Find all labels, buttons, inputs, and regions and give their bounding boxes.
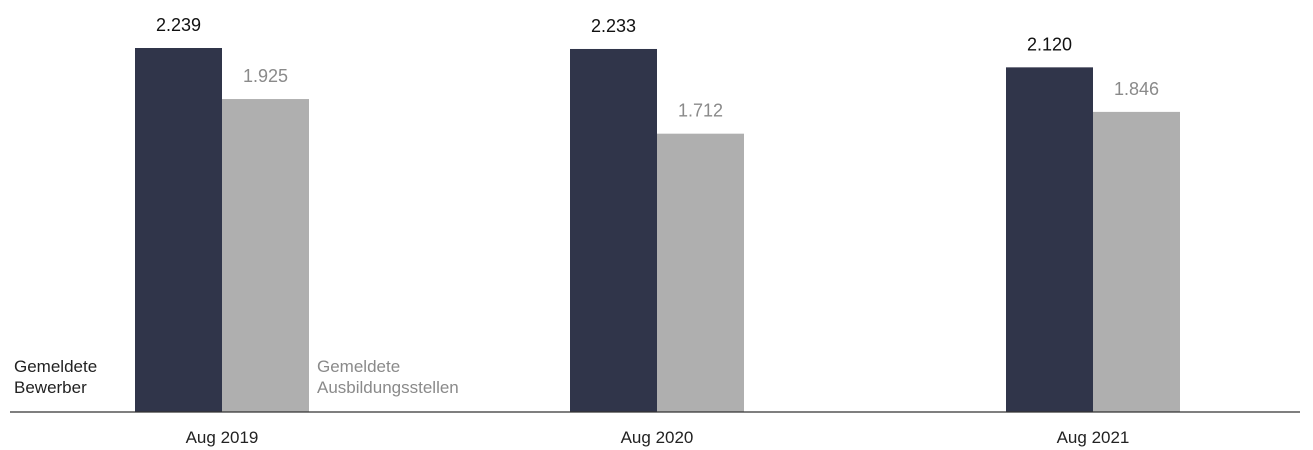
series-label-ausbildungsstellen-line-2: Ausbildungsstellen — [317, 378, 459, 397]
series-label-bewerber-line-1: Gemeldete — [14, 357, 98, 376]
series-label-bewerber-line-2: Bewerber — [14, 378, 87, 397]
x-axis-ticks-group: Aug 2019 Aug 2020 Aug 2021 — [186, 428, 1130, 447]
value-label-bewerber-aug-2021: 2.120 — [1027, 34, 1072, 54]
value-label-ausbildungsstellen-aug-2019: 1.925 — [243, 66, 288, 86]
bar-ausbildungsstellen-aug-2021 — [1093, 111, 1180, 412]
bar-bewerber-aug-2020 — [570, 48, 657, 413]
bar-ausbildungsstellen-aug-2019 — [222, 99, 309, 412]
bars-group — [135, 48, 1180, 413]
x-tick-aug-2021: Aug 2021 — [1057, 428, 1130, 447]
series-label-ausbildungsstellen: Gemeldete Ausbildungsstellen — [317, 356, 459, 398]
value-label-ausbildungsstellen-aug-2020: 1.712 — [678, 101, 723, 121]
bar-bewerber-aug-2019 — [135, 48, 222, 412]
value-label-bewerber-aug-2020: 2.233 — [591, 16, 636, 36]
value-label-bewerber-aug-2019: 2.239 — [156, 15, 201, 35]
x-tick-aug-2020: Aug 2020 — [621, 428, 694, 447]
series-label-bewerber: Gemeldete Bewerber — [14, 356, 97, 398]
x-tick-aug-2019: Aug 2019 — [186, 428, 259, 447]
bar-ausbildungsstellen-aug-2020 — [657, 133, 744, 412]
series-label-ausbildungsstellen-line-1: Gemeldete — [317, 357, 401, 376]
value-label-ausbildungsstellen-aug-2021: 1.846 — [1114, 79, 1159, 99]
value-labels-group: 2.239 1.925 2.233 1.712 2.120 1.846 — [156, 15, 1159, 121]
bar-bewerber-aug-2021 — [1006, 67, 1093, 413]
